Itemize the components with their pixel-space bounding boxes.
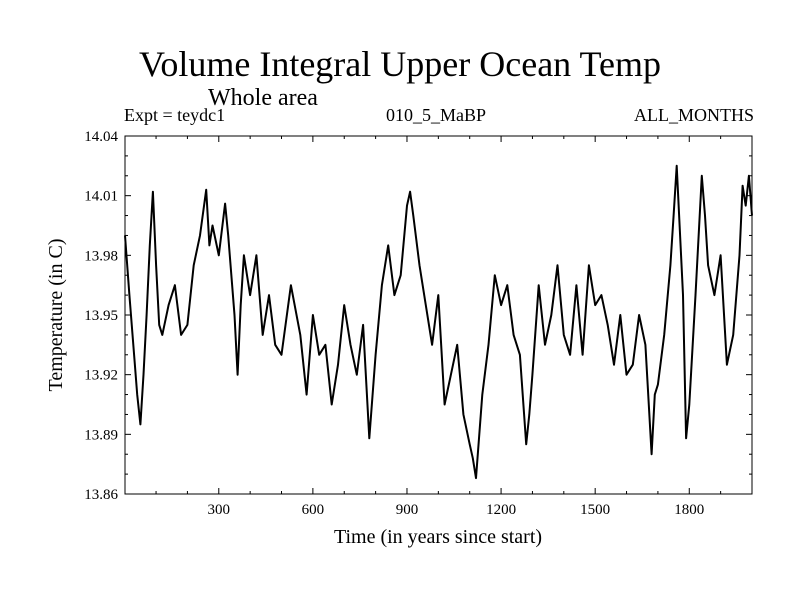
y-tick-label: 13.98 [84, 248, 118, 264]
chart-title: Volume Integral Upper Ocean Temp [139, 44, 661, 84]
period-label: 010_5_MaBP [386, 105, 487, 125]
y-tick-label: 13.92 [84, 368, 118, 384]
y-axis: 13.86 13.89 13.92 13.95 13.98 14.01 14.04 [84, 129, 752, 503]
y-tick-label: 14.04 [84, 129, 118, 145]
y-axis-label: Temperature (in C) [45, 239, 67, 392]
experiment-label: Expt = teydc1 [124, 105, 226, 125]
months-label: ALL_MONTHS [634, 105, 754, 125]
x-axis: 300 600 900 1200 1500 1800 [155, 136, 722, 518]
x-tick-label: 1200 [486, 502, 516, 518]
x-tick-label: 900 [396, 502, 419, 518]
x-tick-label: 600 [302, 502, 325, 518]
x-tick-label: 1800 [674, 502, 704, 518]
y-tick-label: 13.89 [84, 427, 118, 443]
y-tick-label: 14.01 [84, 189, 118, 205]
series-line [124, 164, 753, 480]
x-axis-label: Time (in years since start) [334, 526, 542, 548]
y-tick-label: 13.95 [84, 308, 118, 324]
x-tick-label: 300 [208, 502, 231, 518]
x-tick-label: 1500 [580, 502, 610, 518]
y-tick-label: 13.86 [84, 487, 118, 503]
chart-subtitle: Whole area [208, 85, 318, 111]
